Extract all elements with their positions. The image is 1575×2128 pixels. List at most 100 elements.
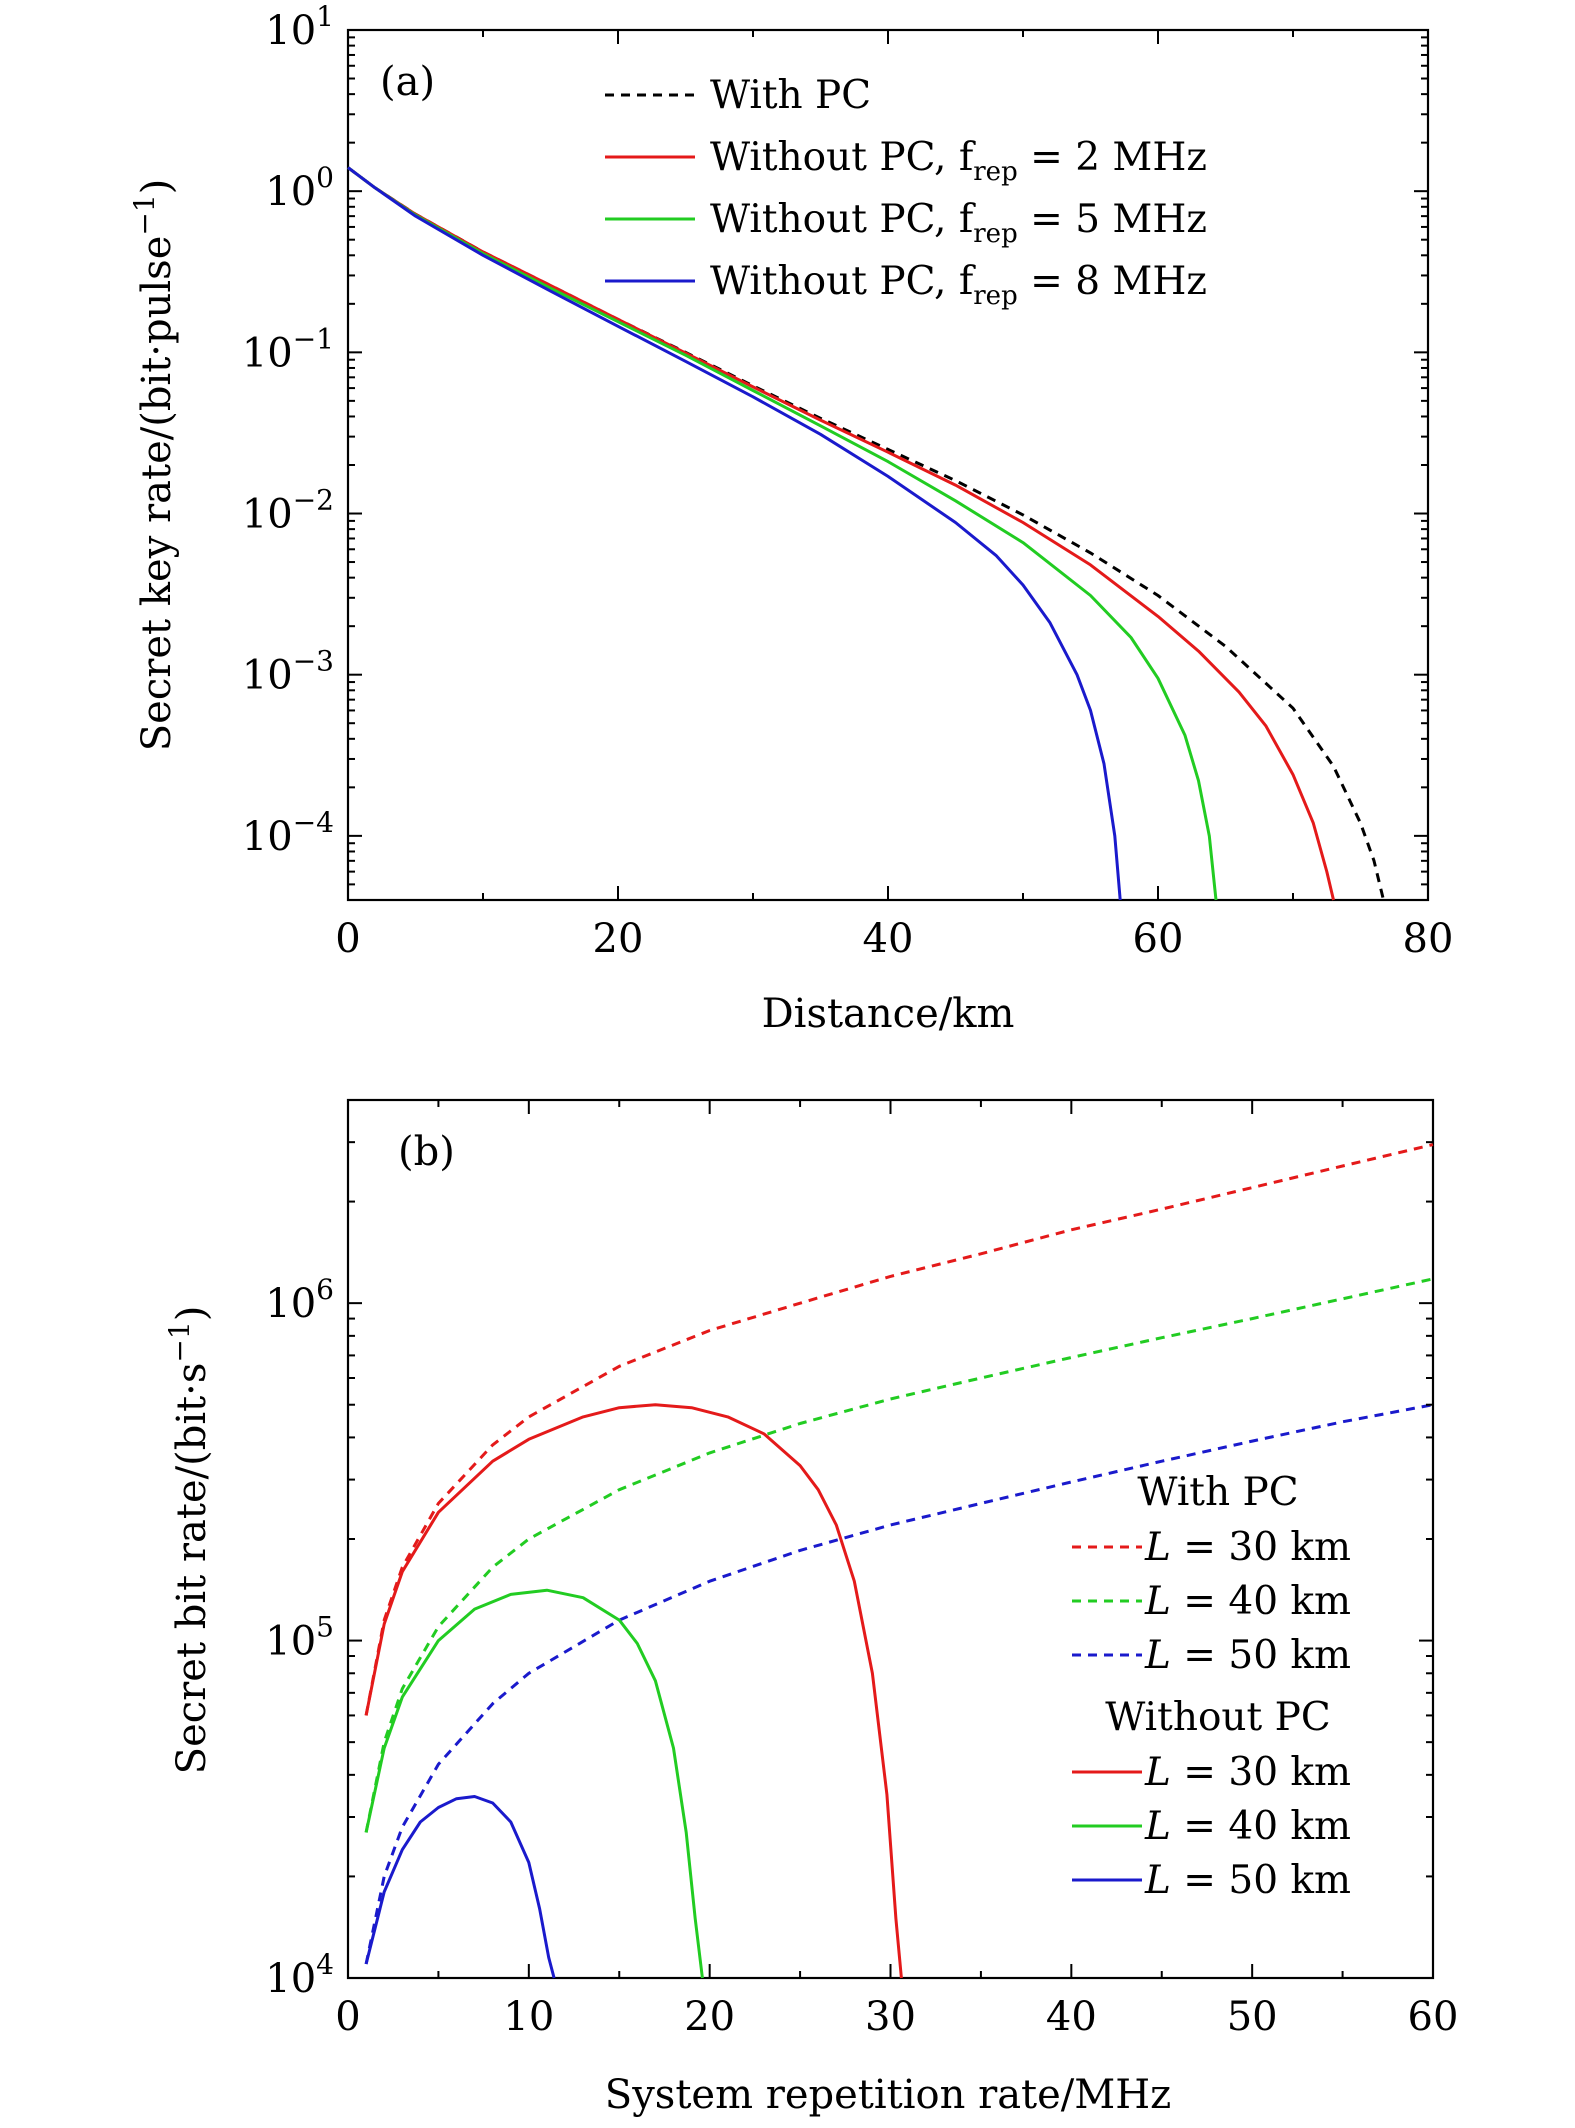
panel-a-label: (a): [380, 59, 435, 105]
y-tick-label-exp: −3: [293, 645, 334, 678]
legend-label-end: = 2 MHz: [1018, 135, 1207, 180]
x-tick-label: 0: [335, 916, 360, 962]
x-tick-label: 30: [865, 1994, 916, 2040]
panel-b-x-axis-title: System repetition rate/MHz: [605, 2072, 1171, 2118]
legend-label: Without PC, frep = 5 MHz: [710, 197, 1207, 249]
panel-b-label: (b): [398, 1129, 455, 1175]
panel-a-x-axis-title: Distance/km: [762, 991, 1015, 1037]
series-line: [347, 166, 1122, 901]
x-tick-label: 60: [1408, 1994, 1459, 2040]
y-tick-label-exp: −2: [293, 484, 334, 517]
legend-label: L = 50 km: [1144, 1858, 1351, 1903]
panel-b-y-axis-title: Secret bit rate/(bit·s−1): [163, 1306, 215, 1775]
x-tick-label: 0: [335, 1994, 360, 2040]
y-tick-label: 104: [265, 1948, 334, 2002]
y-tick-label: 101: [265, 0, 334, 54]
series-line: [364, 1403, 1434, 1965]
y-tick-label-exp: −1: [293, 322, 334, 355]
x-tick-label: 40: [863, 916, 914, 962]
legend-label-rest: = 30 km: [1171, 1525, 1351, 1570]
panel-a-y-axis-title: Secret key rate/(bit·pulse−1): [128, 179, 180, 752]
legend-label: L = 30 km: [1144, 1750, 1351, 1795]
y-tick-label: 10−4: [242, 806, 334, 860]
legend-label-var: L: [1144, 1633, 1171, 1678]
series-line: [364, 1403, 903, 1979]
legend-group-title: With PC: [1137, 1470, 1298, 1515]
y-tick-label-exp: 4: [316, 1948, 334, 1981]
x-tick-label: 10: [503, 1994, 554, 2040]
panel-a-y-axis-title-close: ): [134, 179, 180, 195]
y-tick-label-base: 10: [242, 814, 293, 860]
legend-label: L = 30 km: [1144, 1525, 1351, 1570]
legend-label-end: = 5 MHz: [1018, 197, 1207, 242]
legend-label-var: L: [1144, 1525, 1171, 1570]
x-tick-label: 80: [1403, 916, 1454, 962]
series-line: [364, 1795, 556, 1979]
legend-label-rest: = 30 km: [1171, 1750, 1351, 1795]
legend-label: L = 40 km: [1144, 1804, 1351, 1849]
y-tick-label: 10−1: [242, 322, 334, 376]
y-tick-label-exp: 5: [316, 1611, 334, 1644]
y-tick-label-base: 10: [265, 8, 316, 54]
series-line: [364, 1588, 704, 1979]
legend-label: Without PC, frep = 8 MHz: [710, 259, 1207, 311]
y-tick-label-base: 10: [265, 169, 316, 215]
x-tick-label: 40: [1046, 1994, 1097, 2040]
legend-label-var: L: [1144, 1858, 1171, 1903]
legend-label-var: L: [1144, 1804, 1171, 1849]
y-tick-label-base: 10: [242, 653, 293, 699]
y-tick-label: 105: [265, 1611, 334, 1665]
legend-label-main: Without PC, f: [710, 259, 976, 304]
y-tick-label-exp: 6: [316, 1273, 334, 1306]
legend-label-rest: = 50 km: [1171, 1858, 1351, 1903]
panel-a-y-axis-title-main: Secret key rate/(bit·pulse: [134, 236, 180, 752]
legend-label-rest: = 50 km: [1171, 1633, 1351, 1678]
y-tick-label-base: 10: [242, 330, 293, 376]
series-line: [364, 1143, 1434, 1716]
legend-label: Without PC, frep = 2 MHz: [710, 135, 1207, 187]
y-tick-label-base: 10: [265, 1956, 316, 2002]
legend-label-rest: = 40 km: [1171, 1579, 1351, 1624]
panel-a-y-axis-title-sup: −1: [128, 194, 161, 235]
legend-label-var: L: [1144, 1579, 1171, 1624]
panel-b-y-axis-title-sup: −1: [163, 1321, 196, 1362]
legend-label: L = 50 km: [1144, 1633, 1351, 1678]
legend-label-var: L: [1144, 1750, 1171, 1795]
y-tick-label-exp: 1: [316, 0, 334, 33]
series-line: [347, 166, 1335, 901]
y-tick-label-base: 10: [265, 1619, 316, 1665]
y-tick-label-base: 10: [265, 1281, 316, 1327]
x-tick-label: 60: [1133, 916, 1184, 962]
legend-label-sub: rep: [973, 157, 1017, 187]
y-tick-label-exp: 0: [316, 161, 334, 194]
x-tick-label: 50: [1227, 1994, 1278, 2040]
series-line: [364, 1277, 1434, 1833]
legend-label-sub: rep: [973, 281, 1017, 311]
y-tick-label: 100: [265, 161, 334, 215]
legend-label-main: Without PC, f: [710, 197, 976, 242]
y-tick-label-exp: −4: [293, 806, 334, 839]
legend-group-title: Without PC: [1105, 1695, 1330, 1740]
y-tick-label: 10−2: [242, 484, 334, 538]
panel-a-series: [347, 166, 1385, 901]
legend-label-end: = 8 MHz: [1018, 259, 1207, 304]
x-tick-label: 20: [684, 1994, 735, 2040]
legend-label-main: With PC: [710, 73, 871, 118]
y-tick-label: 10−3: [242, 645, 334, 699]
y-tick-label-base: 10: [242, 492, 293, 538]
x-tick-label: 20: [593, 916, 644, 962]
legend-label: L = 40 km: [1144, 1579, 1351, 1624]
panel-b-y-axis-title-main: Secret bit rate/(bit·s: [169, 1363, 215, 1775]
y-tick-label: 106: [265, 1273, 334, 1327]
legend-label: With PC: [710, 73, 871, 118]
legend-label-rest: = 40 km: [1171, 1804, 1351, 1849]
legend-label-sub: rep: [973, 219, 1017, 249]
legend-label-main: Without PC, f: [710, 135, 976, 180]
series-line: [347, 166, 1385, 901]
